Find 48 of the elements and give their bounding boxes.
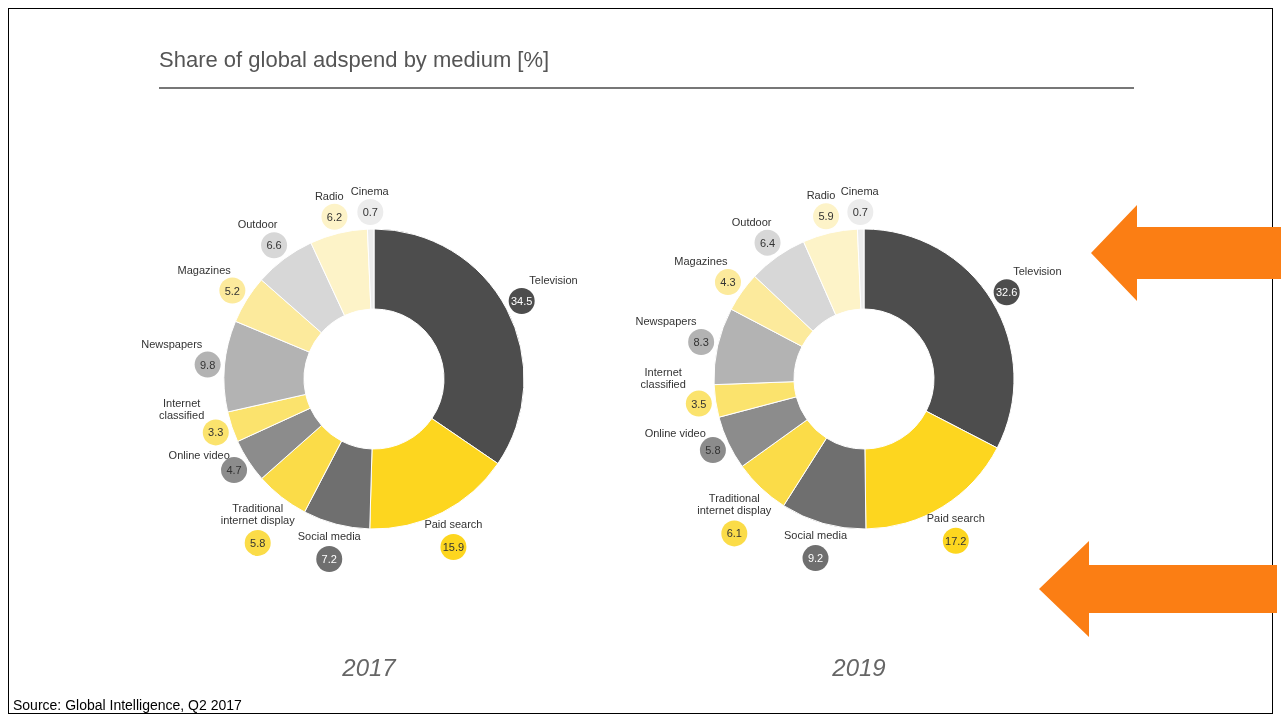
slice-label: Cinema	[840, 185, 880, 198]
data-label: 3.5	[691, 397, 707, 410]
slice-label: Newspapers	[635, 315, 698, 328]
data-label: 15.9	[442, 540, 465, 553]
data-label: 6.6	[266, 239, 282, 252]
data-label: 7.2	[321, 552, 337, 565]
slice-label: Outdoor	[237, 218, 278, 231]
data-label: 5.8	[250, 536, 266, 549]
slice-label: Newspapers	[141, 337, 203, 350]
slice-label: Outdoor	[731, 215, 772, 228]
text: 2017	[341, 654, 398, 682]
data-label: 9.2	[807, 552, 824, 565]
chart-title: Share of global adspend by medium [%]	[159, 47, 1134, 89]
slice-label: Online video	[168, 448, 230, 461]
slice-label: Online video	[644, 427, 706, 440]
data-label: 3.3	[208, 426, 224, 439]
data-label: 0.7	[852, 206, 868, 219]
slice-label: Radio	[314, 189, 344, 202]
slice-label: Social media	[297, 529, 362, 542]
data-label: 4.7	[226, 464, 242, 477]
data-label: 5.9	[818, 210, 834, 223]
source-note: Source: Global Intelligence, Q2 2017	[13, 697, 242, 713]
slice-label: Cinema	[350, 185, 390, 198]
slice-label: Social media	[784, 529, 848, 542]
data-label: 8.3	[693, 336, 709, 349]
slice-label: Traditional internet display	[697, 492, 772, 517]
slice-label: Paid search	[926, 511, 985, 524]
data-label: 5.8	[705, 444, 721, 457]
data-label: 9.8	[199, 358, 216, 371]
data-label: 4.3	[720, 276, 736, 289]
slice-label: Television	[1013, 265, 1062, 278]
data-label: 34.5	[510, 295, 533, 308]
data-label: 6.4	[759, 236, 776, 249]
data-label: 5.2	[224, 284, 240, 297]
slice-label: Paid search	[424, 517, 483, 530]
slice-label: Traditional internet display	[220, 501, 296, 526]
text: 2019	[831, 654, 887, 682]
slice-label: Internet classified	[159, 396, 205, 421]
slice-label: Radio	[806, 189, 836, 202]
slice-label: Magazines	[674, 255, 729, 268]
slice-label: Magazines	[177, 263, 232, 276]
slice-label: Internet classified	[640, 366, 686, 391]
data-label: 0.7	[362, 206, 378, 219]
data-label: 6.1	[726, 527, 742, 540]
data-label: 32.6	[995, 286, 1018, 299]
data-label: 6.2	[326, 210, 343, 223]
data-label: 17.2	[945, 534, 967, 547]
slice-label: Television	[529, 274, 578, 287]
